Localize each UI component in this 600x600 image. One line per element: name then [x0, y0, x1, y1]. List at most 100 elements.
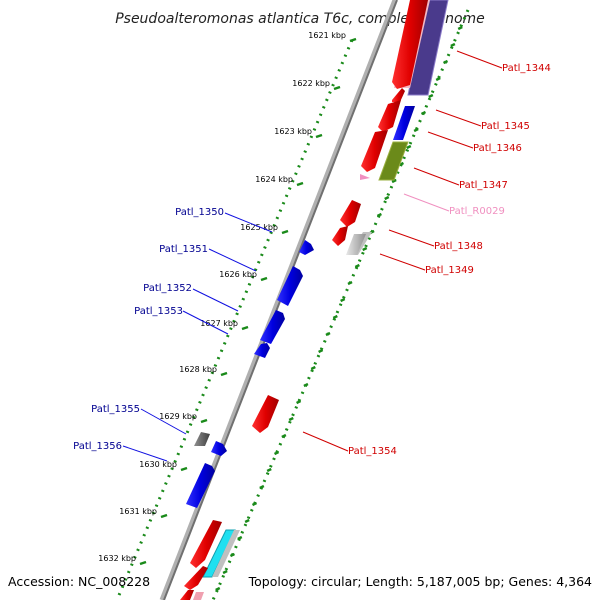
gene-label-reverse[interactable]: Patl_1345	[481, 121, 530, 132]
leader-line	[435, 109, 482, 127]
gc-dash	[310, 365, 316, 371]
cog-block-grey-2	[212, 530, 240, 577]
gene-patl-1345[interactable]	[378, 100, 401, 132]
forward-gene-features	[186, 240, 314, 508]
tick-label: 1631 kbp	[119, 507, 157, 516]
gc-skew-track	[215, 25, 463, 592]
gene-label-reverse[interactable]: Patl_1347	[459, 180, 508, 191]
gc-dash	[288, 416, 294, 422]
gc-dash	[215, 586, 221, 592]
gc-dash	[442, 59, 449, 65]
gc-content-track	[115, 9, 470, 600]
tick-mark	[315, 133, 323, 139]
gene-label-forward[interactable]: Patl_1355	[91, 404, 140, 415]
gene-patl-1347[interactable]	[361, 130, 388, 172]
gc-dash	[340, 297, 346, 303]
gene-red-lower-1[interactable]	[190, 520, 222, 568]
gc-dash	[428, 93, 434, 99]
tick-label: 1629 kbp	[159, 412, 197, 421]
gc-dash	[259, 484, 265, 490]
map-title: Pseudoalteromonas atlantica T6c, complet…	[115, 11, 485, 27]
gene-patl-1349[interactable]	[346, 234, 366, 255]
gc-dash	[303, 382, 309, 388]
gene-label-reverse[interactable]: Patl_1344	[502, 63, 551, 74]
gc-dash	[332, 314, 338, 320]
gene-label-reverse[interactable]: Patl_R0029	[449, 206, 505, 217]
gene-patl-r0029[interactable]	[360, 174, 370, 180]
gc-dash	[273, 450, 280, 456]
leader-line	[456, 50, 503, 69]
gc-dash	[281, 433, 287, 439]
gc-dash	[266, 467, 272, 473]
gene-label-forward[interactable]: Patl_1353	[134, 306, 183, 317]
leader-line	[413, 167, 460, 186]
tick-label: 1624 kbp	[255, 175, 293, 184]
gene-patl-1355[interactable]	[194, 432, 210, 446]
leader-line	[140, 408, 187, 435]
tick-label: 1623 kbp	[274, 127, 312, 136]
gene-patl-1352[interactable]	[260, 310, 285, 344]
gc-dash	[450, 42, 456, 48]
tick-label: 1628 kbp	[179, 365, 217, 374]
tick-mark	[281, 229, 289, 235]
gene-patl-1348b[interactable]	[332, 226, 348, 246]
gene-red-lower-3[interactable]	[180, 590, 194, 600]
label-leader-lines	[122, 50, 503, 462]
leader-line	[224, 212, 273, 233]
tick-mark	[241, 325, 249, 331]
gc-dash	[457, 25, 463, 31]
gene-patl-1356a[interactable]	[211, 441, 227, 456]
tick-mark	[333, 85, 341, 91]
gene-label-reverse[interactable]: Patl_1349	[425, 265, 474, 276]
gene-patl-1350[interactable]	[299, 240, 314, 255]
tick-label: 1621 kbp	[308, 31, 346, 40]
tick-mark	[260, 276, 268, 282]
gc-dash	[325, 331, 331, 337]
cog-block-pink-2	[193, 592, 204, 600]
accession-text: Accession: NC_008228	[8, 574, 150, 589]
gene-small-1[interactable]	[392, 88, 405, 102]
gene-patl-1344[interactable]	[392, 0, 428, 89]
reverse-gene-features	[180, 0, 428, 600]
gene-patl-1353[interactable]	[254, 343, 270, 358]
gc-dash	[296, 399, 302, 405]
gc-dash	[229, 552, 236, 558]
leader-line	[427, 131, 474, 149]
gc-dash	[251, 501, 258, 507]
leader-line	[379, 253, 426, 271]
gc-dash	[435, 76, 441, 82]
gene-patl-1351[interactable]	[277, 266, 303, 306]
gene-label-reverse[interactable]: Patl_1346	[473, 143, 522, 154]
topology-text: Topology: circular; Length: 5,187,005 bp…	[248, 574, 592, 589]
gene-patl-1348a[interactable]	[340, 200, 361, 227]
cog-ring	[193, 0, 449, 600]
gene-label-reverse[interactable]: Patl_1354	[348, 446, 397, 457]
gene-patl-1346[interactable]	[393, 106, 415, 140]
gc-dash	[406, 144, 412, 150]
tick-label: 1626 kbp	[219, 270, 257, 279]
tick-mark	[139, 560, 147, 566]
tick-mark	[200, 418, 208, 424]
gc-dash	[362, 246, 368, 252]
tick-label: 1630 kbp	[139, 460, 177, 469]
gene-patl-1354[interactable]	[252, 395, 279, 433]
gene-red-lower-2[interactable]	[184, 566, 208, 590]
gene-label-forward[interactable]: Patl_1352	[143, 283, 192, 294]
gene-label-reverse[interactable]: Patl_1348	[434, 241, 483, 252]
leader-line	[122, 445, 168, 462]
tick-label: 1622 kbp	[292, 79, 330, 88]
gene-label-forward[interactable]: Patl_1350	[175, 207, 224, 218]
gc-dash	[347, 280, 353, 286]
leader-line	[182, 310, 229, 335]
gene-label-forward[interactable]: Patl_1356	[73, 441, 122, 452]
gene-labels: Patl_1350 Patl_1351 Patl_1352 Patl_1353 Patl…	[73, 63, 551, 457]
gc-dash	[318, 348, 324, 354]
tick-label: 1627 kbp	[200, 319, 238, 328]
tick-label: 1632 kbp	[98, 554, 136, 563]
gene-patl-1356[interactable]	[186, 463, 215, 508]
gc-dash	[354, 263, 360, 269]
leader-line	[192, 288, 239, 312]
leader-line	[403, 193, 450, 212]
gene-label-forward[interactable]: Patl_1351	[159, 244, 208, 255]
